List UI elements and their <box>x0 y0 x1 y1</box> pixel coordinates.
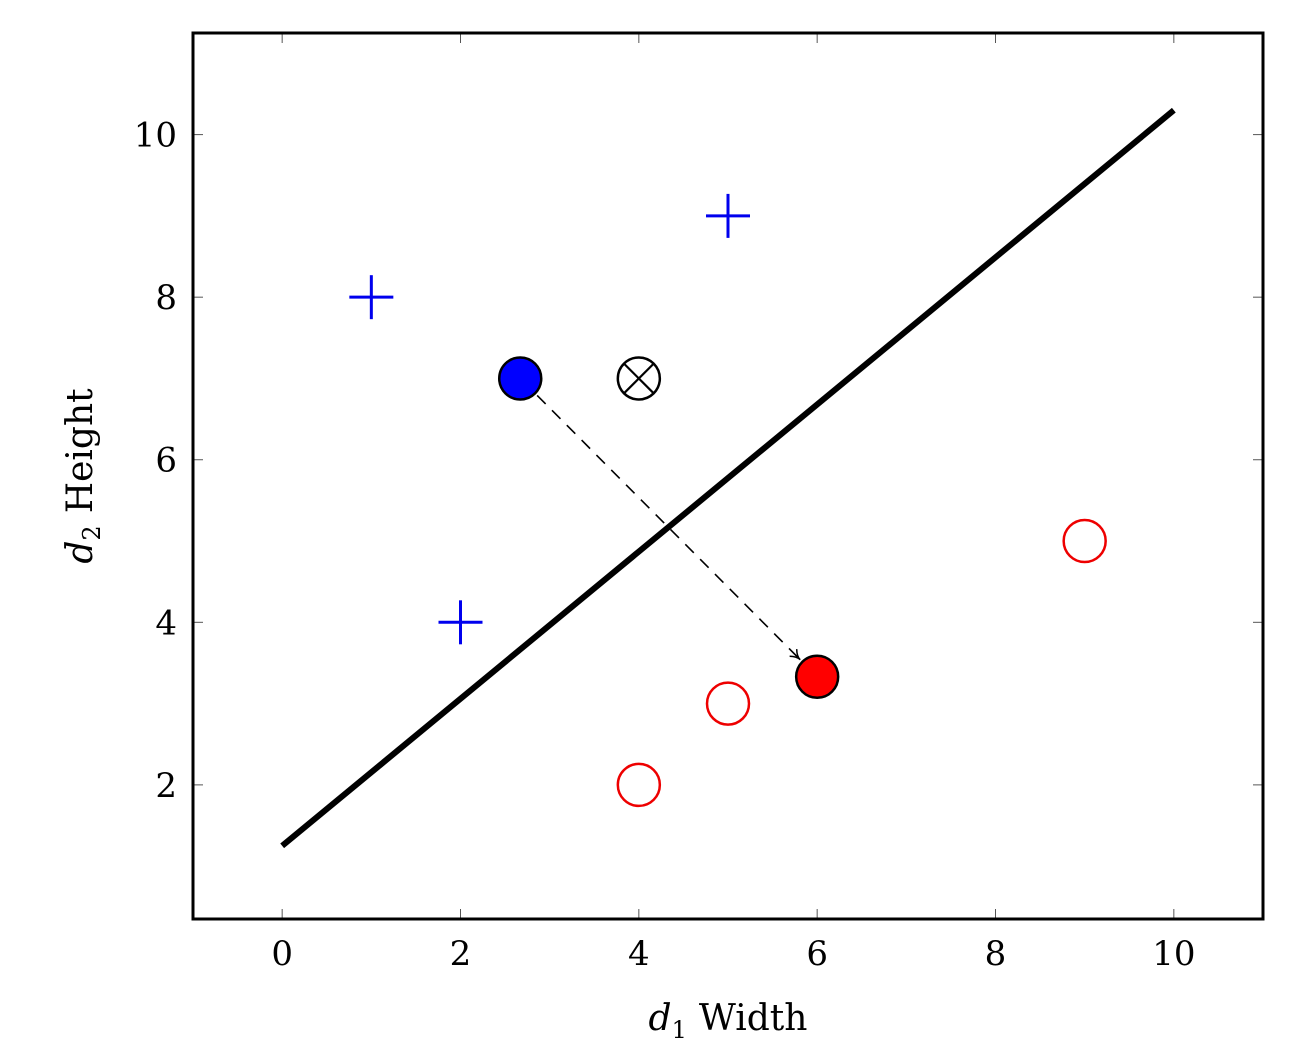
y-axis-text: Height <box>60 388 101 513</box>
x-tick-label: 8 <box>985 934 1007 974</box>
filled-circle-marker <box>497 356 543 401</box>
x-tick-label: 10 <box>1152 934 1195 974</box>
open-circle-marker <box>705 681 751 726</box>
open-circle-marker <box>1062 518 1107 564</box>
plus-marker <box>438 600 483 645</box>
axis-ticks <box>193 33 1263 919</box>
y-tick-label: 4 <box>155 603 177 643</box>
y-tick-label: 6 <box>155 441 177 481</box>
plus-marker <box>706 193 750 238</box>
decision-boundary-line <box>280 107 1176 849</box>
x-axis-text: Width <box>699 998 808 1039</box>
plot-contents <box>280 107 1176 849</box>
x-axis-label: d1 Width <box>649 998 808 1044</box>
open-circle-marker <box>616 762 662 808</box>
y-tick-label: 10 <box>134 116 177 156</box>
y-axis-label: d2 Height <box>60 388 106 564</box>
tick-labels: 0 2 4 6 8 10 2 4 6 8 10 <box>134 116 1196 974</box>
x-tick-label: 0 <box>271 934 293 974</box>
x-tick-label: 4 <box>628 934 650 974</box>
x-tick-label: 2 <box>450 934 472 974</box>
y-axis-subscript: 2 <box>78 525 106 540</box>
x-tick-label: 6 <box>806 934 828 974</box>
y-axis-symbol: d <box>60 541 101 564</box>
circle-times-marker <box>616 356 662 401</box>
plot-frame <box>191 31 1265 921</box>
plus-marker <box>349 275 394 320</box>
circle-times-cross <box>623 362 655 395</box>
x-axis-symbol: d <box>649 998 672 1039</box>
y-tick-label: 8 <box>155 278 177 318</box>
y-tick-label: 2 <box>155 766 177 806</box>
filled-circle-marker <box>794 654 840 700</box>
x-axis-subscript: 1 <box>672 1016 687 1044</box>
